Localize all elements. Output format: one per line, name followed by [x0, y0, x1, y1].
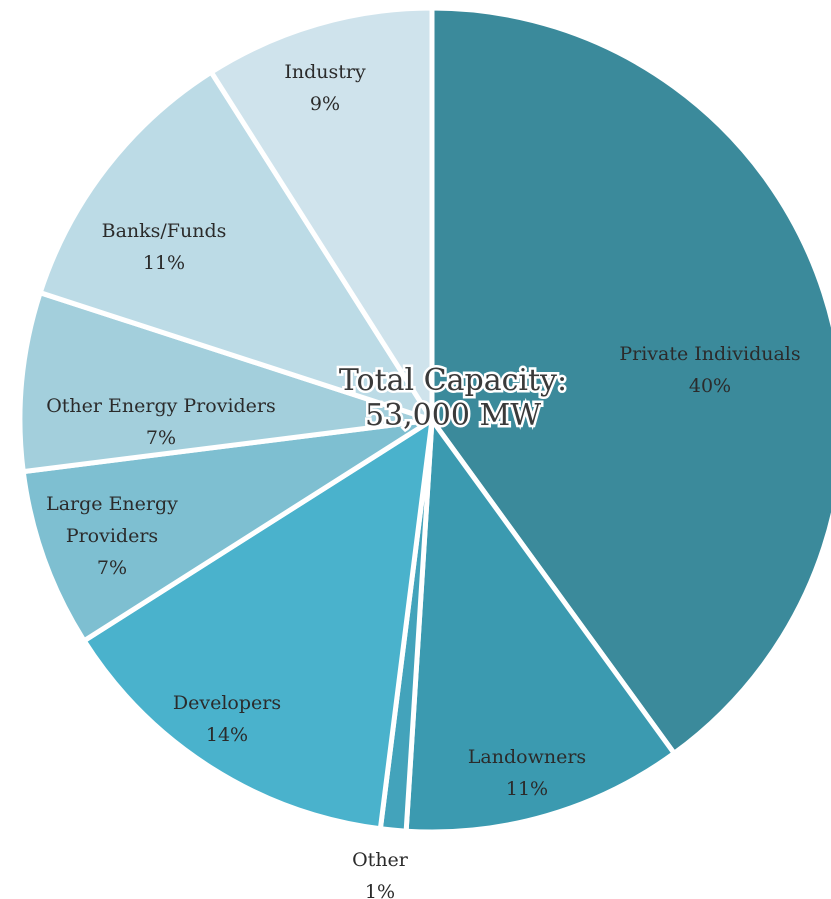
pie-slice-private-individuals	[429, 5, 831, 756]
pie-slice-banks-funds	[37, 69, 435, 423]
pie-slice-developers	[81, 417, 435, 832]
slice-label: Other 1%	[352, 849, 409, 899]
slice-label: Other Energy Providers 7%	[46, 395, 276, 449]
pie-slice-landowners	[403, 417, 677, 835]
slice-label: Developers 14%	[173, 692, 281, 746]
center-title: Total Capacity:	[339, 363, 567, 398]
pie-slice-industry	[208, 5, 435, 423]
pie-slices	[17, 5, 831, 835]
slice-label: Private Individuals 40%	[619, 343, 800, 397]
slice-label: Large Energy Providers 7%	[46, 493, 178, 579]
slice-label: Landowners 11%	[468, 746, 586, 800]
slice-label: Banks/Funds 11%	[102, 220, 227, 274]
center-value: 53,000 MW	[365, 398, 541, 433]
slice-labels: Private Individuals 40% Landowners 11% Other…	[46, 61, 801, 899]
pie-slice-large-energy-providers	[20, 417, 435, 644]
pie-slice-other-energy-providers	[17, 290, 435, 475]
slice-label: Industry 9%	[284, 61, 366, 115]
